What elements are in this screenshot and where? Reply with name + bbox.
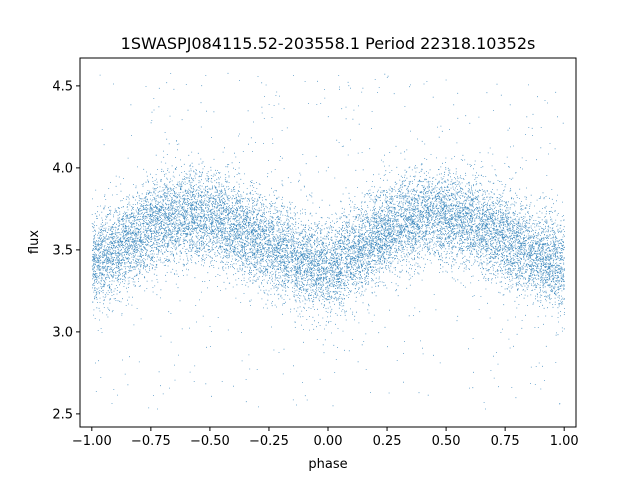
x-tick-label: 1.00 xyxy=(550,434,579,449)
plot-frame xyxy=(79,57,577,428)
x-tick-label: −0.50 xyxy=(190,434,230,449)
y-axis-label: flux xyxy=(27,230,42,254)
x-tick-label: 0.75 xyxy=(491,434,520,449)
x-tick-label: −0.25 xyxy=(249,434,289,449)
x-tick-label: 0.25 xyxy=(373,434,402,449)
y-tick-label: 4.0 xyxy=(52,161,73,176)
x-axis-label: phase xyxy=(308,457,347,472)
y-tick-label: 4.5 xyxy=(52,79,73,94)
y-axis: 2.5 3.0 3.5 4.0 4.5 xyxy=(52,79,80,422)
x-axis: −1.00 −0.75 −0.50 −0.25 0.00 0.25 0.50 0.75 1.00 xyxy=(72,427,579,449)
y-tick-label: 3.5 xyxy=(52,243,73,258)
x-tick-label: −1.00 xyxy=(72,434,112,449)
x-tick-label: 0.50 xyxy=(432,434,461,449)
y-tick-label: 2.5 xyxy=(52,407,73,422)
chart-title: 1SWASPJ084115.52-203558.1 Period 22318.1… xyxy=(121,34,536,53)
x-tick-label: −0.75 xyxy=(131,434,171,449)
x-tick-label: 0.00 xyxy=(314,434,343,449)
y-tick-label: 3.0 xyxy=(52,325,73,340)
scatter-points xyxy=(91,72,566,410)
data-points xyxy=(91,72,566,410)
